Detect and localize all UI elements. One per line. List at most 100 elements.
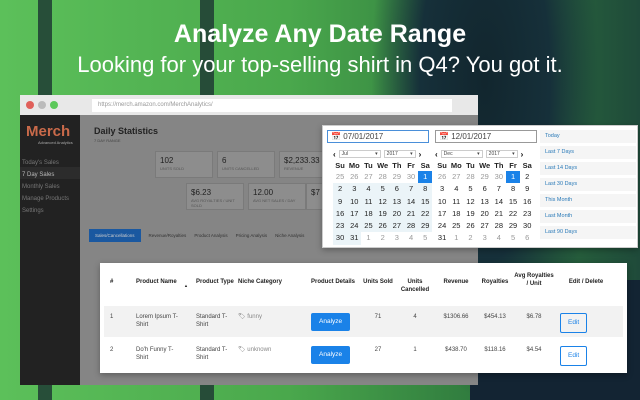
calendar-day[interactable]: 16 xyxy=(333,207,348,221)
calendar-day[interactable]: 7 xyxy=(496,184,501,194)
calendar-day[interactable]: 31 xyxy=(347,232,362,245)
calendar-day[interactable]: 22 xyxy=(508,208,518,218)
analyze-button[interactable]: Analyze xyxy=(311,313,351,331)
calendar-day[interactable]: 12 xyxy=(466,196,475,206)
calendar-day[interactable]: 24 xyxy=(437,221,447,231)
calendar-day[interactable]: 29 xyxy=(418,220,433,233)
calendar-day[interactable]: 5 xyxy=(375,183,390,196)
column-header[interactable]: Units Cancelled xyxy=(400,279,430,293)
calendar-day[interactable]: 21 xyxy=(494,208,504,218)
calendar-day[interactable]: 2 xyxy=(380,233,385,243)
sidebar-item[interactable]: Today's Sales xyxy=(20,155,80,167)
calendar-day[interactable]: 5 xyxy=(423,233,428,243)
sort-icon[interactable]: ▲ xyxy=(184,283,188,288)
calendar-day[interactable]: 14 xyxy=(494,196,504,206)
range-last-7-days[interactable]: Last 7 Days xyxy=(540,146,636,159)
column-header[interactable]: Royalties xyxy=(481,279,509,285)
calendar-day[interactable]: 1 xyxy=(505,171,521,184)
range-this-month[interactable]: This Month xyxy=(540,194,636,207)
calendar-day[interactable]: 4 xyxy=(454,184,459,194)
calendar-day[interactable]: 17 xyxy=(347,207,362,221)
sidebar-item[interactable]: Settings xyxy=(20,203,80,215)
calendar-day[interactable]: 29 xyxy=(392,172,402,181)
calendar-day[interactable]: 26 xyxy=(375,220,390,233)
calendar-day[interactable]: 7 xyxy=(403,183,419,196)
calendar-day[interactable]: 2 xyxy=(525,172,530,181)
address-bar[interactable]: https://merch.amazon.com/MerchAnalytics/ xyxy=(92,98,452,112)
calendar-day[interactable]: 21 xyxy=(403,207,419,221)
range-last-month[interactable]: Last Month xyxy=(540,210,636,223)
calendar-day[interactable]: 3 xyxy=(482,233,487,243)
next-month-button[interactable]: › xyxy=(418,149,422,159)
calendar-day[interactable]: 25 xyxy=(335,172,345,181)
calendar-day[interactable]: 28 xyxy=(378,172,387,181)
start-date-input[interactable]: 📅 07/01/2017 xyxy=(327,130,429,143)
calendar-day[interactable]: 25 xyxy=(361,220,376,233)
calendar-day[interactable]: 6 xyxy=(525,233,530,243)
calendar-day[interactable]: 3 xyxy=(347,183,362,196)
calendar-day[interactable]: 13 xyxy=(389,195,404,208)
calendar-day[interactable]: 11 xyxy=(452,196,461,206)
calendar-day[interactable]: 4 xyxy=(496,233,501,243)
column-header[interactable]: Avg Royalties / Unit xyxy=(514,273,554,287)
next-month-button[interactable]: › xyxy=(520,149,524,159)
tab-niche-analysis[interactable]: Niche Analysis xyxy=(275,233,305,238)
column-header[interactable]: Edit / Delete xyxy=(568,279,604,285)
calendar-day[interactable]: 29 xyxy=(480,172,489,181)
range-last-14-days[interactable]: Last 14 Days xyxy=(540,162,636,175)
close-window-button[interactable] xyxy=(26,101,34,109)
calendar-day[interactable]: 2 xyxy=(468,233,473,243)
calendar-day[interactable]: 20 xyxy=(389,207,404,221)
calendar-day[interactable]: 17 xyxy=(437,208,447,218)
calendar-day[interactable]: 20 xyxy=(480,208,489,218)
calendar-day[interactable]: 11 xyxy=(361,195,376,208)
calendar-day[interactable]: 19 xyxy=(466,208,475,218)
calendar-day[interactable]: 6 xyxy=(482,184,487,194)
column-header[interactable]: Revenue xyxy=(443,279,469,285)
month-select[interactable]: Jul ▾ xyxy=(338,150,381,158)
calendar-day[interactable]: 8 xyxy=(418,183,433,196)
calendar-day[interactable]: 12 xyxy=(375,195,390,208)
calendar-day[interactable]: 13 xyxy=(480,196,489,206)
year-select[interactable]: 2017 ▾ xyxy=(485,150,518,158)
calendar-day[interactable]: 8 xyxy=(510,184,516,194)
calendar-day[interactable]: 26 xyxy=(437,172,447,181)
calendar-day[interactable]: 28 xyxy=(494,221,504,231)
calendar-day[interactable]: 3 xyxy=(440,184,445,194)
column-header[interactable]: Product Type xyxy=(196,279,234,285)
calendar-day[interactable]: 15 xyxy=(508,196,518,206)
maximize-window-button[interactable] xyxy=(50,101,58,109)
column-header[interactable]: Product Details xyxy=(310,279,355,285)
month-select[interactable]: Dec ▾ xyxy=(440,150,483,158)
column-header[interactable]: Product Name xyxy=(136,279,177,285)
calendar-day[interactable]: 1 xyxy=(454,233,459,243)
calendar-day[interactable]: 27 xyxy=(480,221,489,231)
tab-revenue-royalties[interactable]: Revenue/Royalties xyxy=(148,233,187,238)
calendar-day[interactable]: 28 xyxy=(403,220,419,233)
minimize-window-button[interactable] xyxy=(38,101,46,109)
prev-month-button[interactable]: ‹ xyxy=(435,149,438,159)
calendar-day[interactable]: 4 xyxy=(361,183,376,196)
prev-month-button[interactable]: ‹ xyxy=(333,149,336,159)
calendar-day[interactable]: 19 xyxy=(375,207,390,221)
calendar-day[interactable]: 9 xyxy=(525,184,530,194)
calendar-day[interactable]: 29 xyxy=(508,221,518,231)
calendar-day[interactable]: 30 xyxy=(406,172,416,181)
calendar-day[interactable]: 5 xyxy=(468,184,473,194)
calendar-day[interactable]: 6 xyxy=(389,183,404,196)
calendar-day[interactable]: 4 xyxy=(408,233,414,243)
calendar-day[interactable]: 9 xyxy=(333,195,348,208)
calendar-day[interactable]: 18 xyxy=(361,207,376,221)
calendar-day[interactable]: 22 xyxy=(418,207,433,221)
tab-pricing-analysis[interactable]: Pricing Analysis xyxy=(235,233,268,238)
edit-button[interactable]: Edit xyxy=(560,313,588,333)
calendar-day[interactable]: 27 xyxy=(389,220,404,233)
calendar-day[interactable]: 24 xyxy=(347,220,362,233)
calendar-day[interactable]: 30 xyxy=(494,172,504,181)
calendar-day[interactable]: 3 xyxy=(394,233,399,243)
sidebar-item[interactable]: Monthly Sales xyxy=(20,179,80,191)
calendar-day[interactable]: 30 xyxy=(333,232,348,245)
calendar-day[interactable]: 1 xyxy=(418,171,433,184)
column-header[interactable]: Units Sold xyxy=(363,279,393,285)
calendar-day[interactable]: 1 xyxy=(366,233,371,243)
